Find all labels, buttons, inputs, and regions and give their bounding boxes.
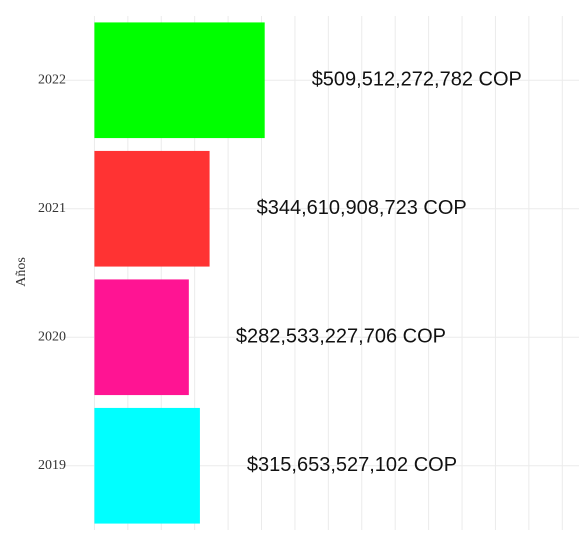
y-tick-label: 2020 [38,329,66,344]
y-tick-label: 2022 [38,72,66,87]
y-tick-label: 2019 [38,458,66,473]
value-label: $282,533,227,706 COP [236,326,446,348]
y-axis-label: Años [14,257,29,287]
value-label: $344,610,908,723 COP [257,197,467,219]
bar [94,150,210,267]
bar [94,279,189,396]
y-tick-label: 2021 [38,201,66,216]
bar [94,407,200,524]
value-label: $509,512,272,782 COP [312,69,522,91]
value-label: $315,653,527,102 COP [247,454,457,476]
bar [94,22,265,139]
